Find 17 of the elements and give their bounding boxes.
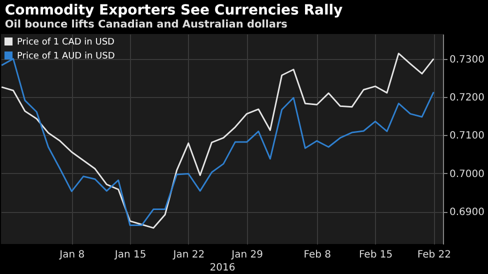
x-tick-label: Jan 22 — [172, 250, 205, 260]
y-tick-label: 0.7100 — [450, 130, 484, 142]
legend-label: Price of 1 AUD in USD — [17, 52, 115, 62]
y-tick-label: 0.7300 — [450, 54, 484, 66]
y-tick-label: 0.7000 — [450, 168, 484, 180]
x-axis-title: 2016 — [210, 262, 236, 274]
x-tick-label: Feb 15 — [358, 250, 393, 260]
chart-title: Commodity Exporters See Currencies Rally — [4, 2, 343, 18]
x-tick-label: Jan 15 — [114, 250, 146, 260]
x-tick-label: Jan 8 — [58, 250, 85, 260]
legend-label: Price of 1 CAD in USD — [17, 38, 115, 48]
x-tick-label: Feb 8 — [304, 250, 332, 260]
x-tick-label: Jan 29 — [230, 250, 263, 260]
y-tick-label: 0.7200 — [450, 92, 484, 104]
y-tick-label: 0.6900 — [450, 207, 484, 218]
chart-subtitle: Oil bounce lifts Canadian and Australian dollars — [4, 18, 288, 30]
x-tick-label: Feb 22 — [417, 250, 451, 260]
